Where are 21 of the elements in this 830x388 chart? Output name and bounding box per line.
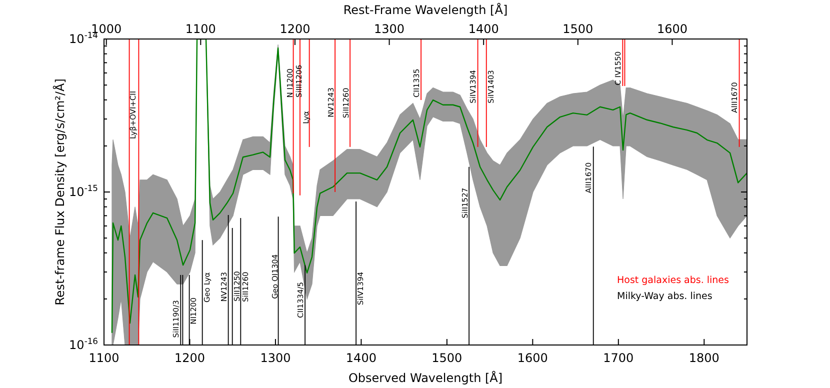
x-tick-label: 1700 [603,351,634,365]
x2-tick-label: 1600 [656,22,688,36]
x-tick-label: 1400 [346,351,376,365]
x-tick-label: 1100 [88,351,120,365]
x2-axis-title: Rest-Frame Wavelength [Å] [343,2,508,17]
text: Host galaxies abs. lines [617,275,730,286]
x-tick-label: 1800 [688,351,720,365]
y-axis-title: Rest-frame Flux Density [erg/s/cm²/Å] [52,78,67,306]
x-tick-label: 1200 [174,351,206,365]
x2-tick-label: 1300 [374,22,405,36]
x-tick-label: 1300 [260,351,291,365]
text: Milky-Way abs. lines [617,291,712,302]
x2-tick-label: 1100 [185,22,216,36]
x2-tick-label: 1200 [280,22,310,36]
y-tick-label: 10$^{-15}$ [69,183,98,199]
y-tick-label: 10$^{-16}$ [69,336,98,352]
x2-tick-label: 1500 [562,22,594,36]
x-tick-label: 1600 [517,351,548,365]
x-axis-title: Observed Wavelength [Å] [348,370,503,385]
x-tick-label: 1500 [432,351,462,365]
x2-tick-label: 1400 [468,22,499,36]
